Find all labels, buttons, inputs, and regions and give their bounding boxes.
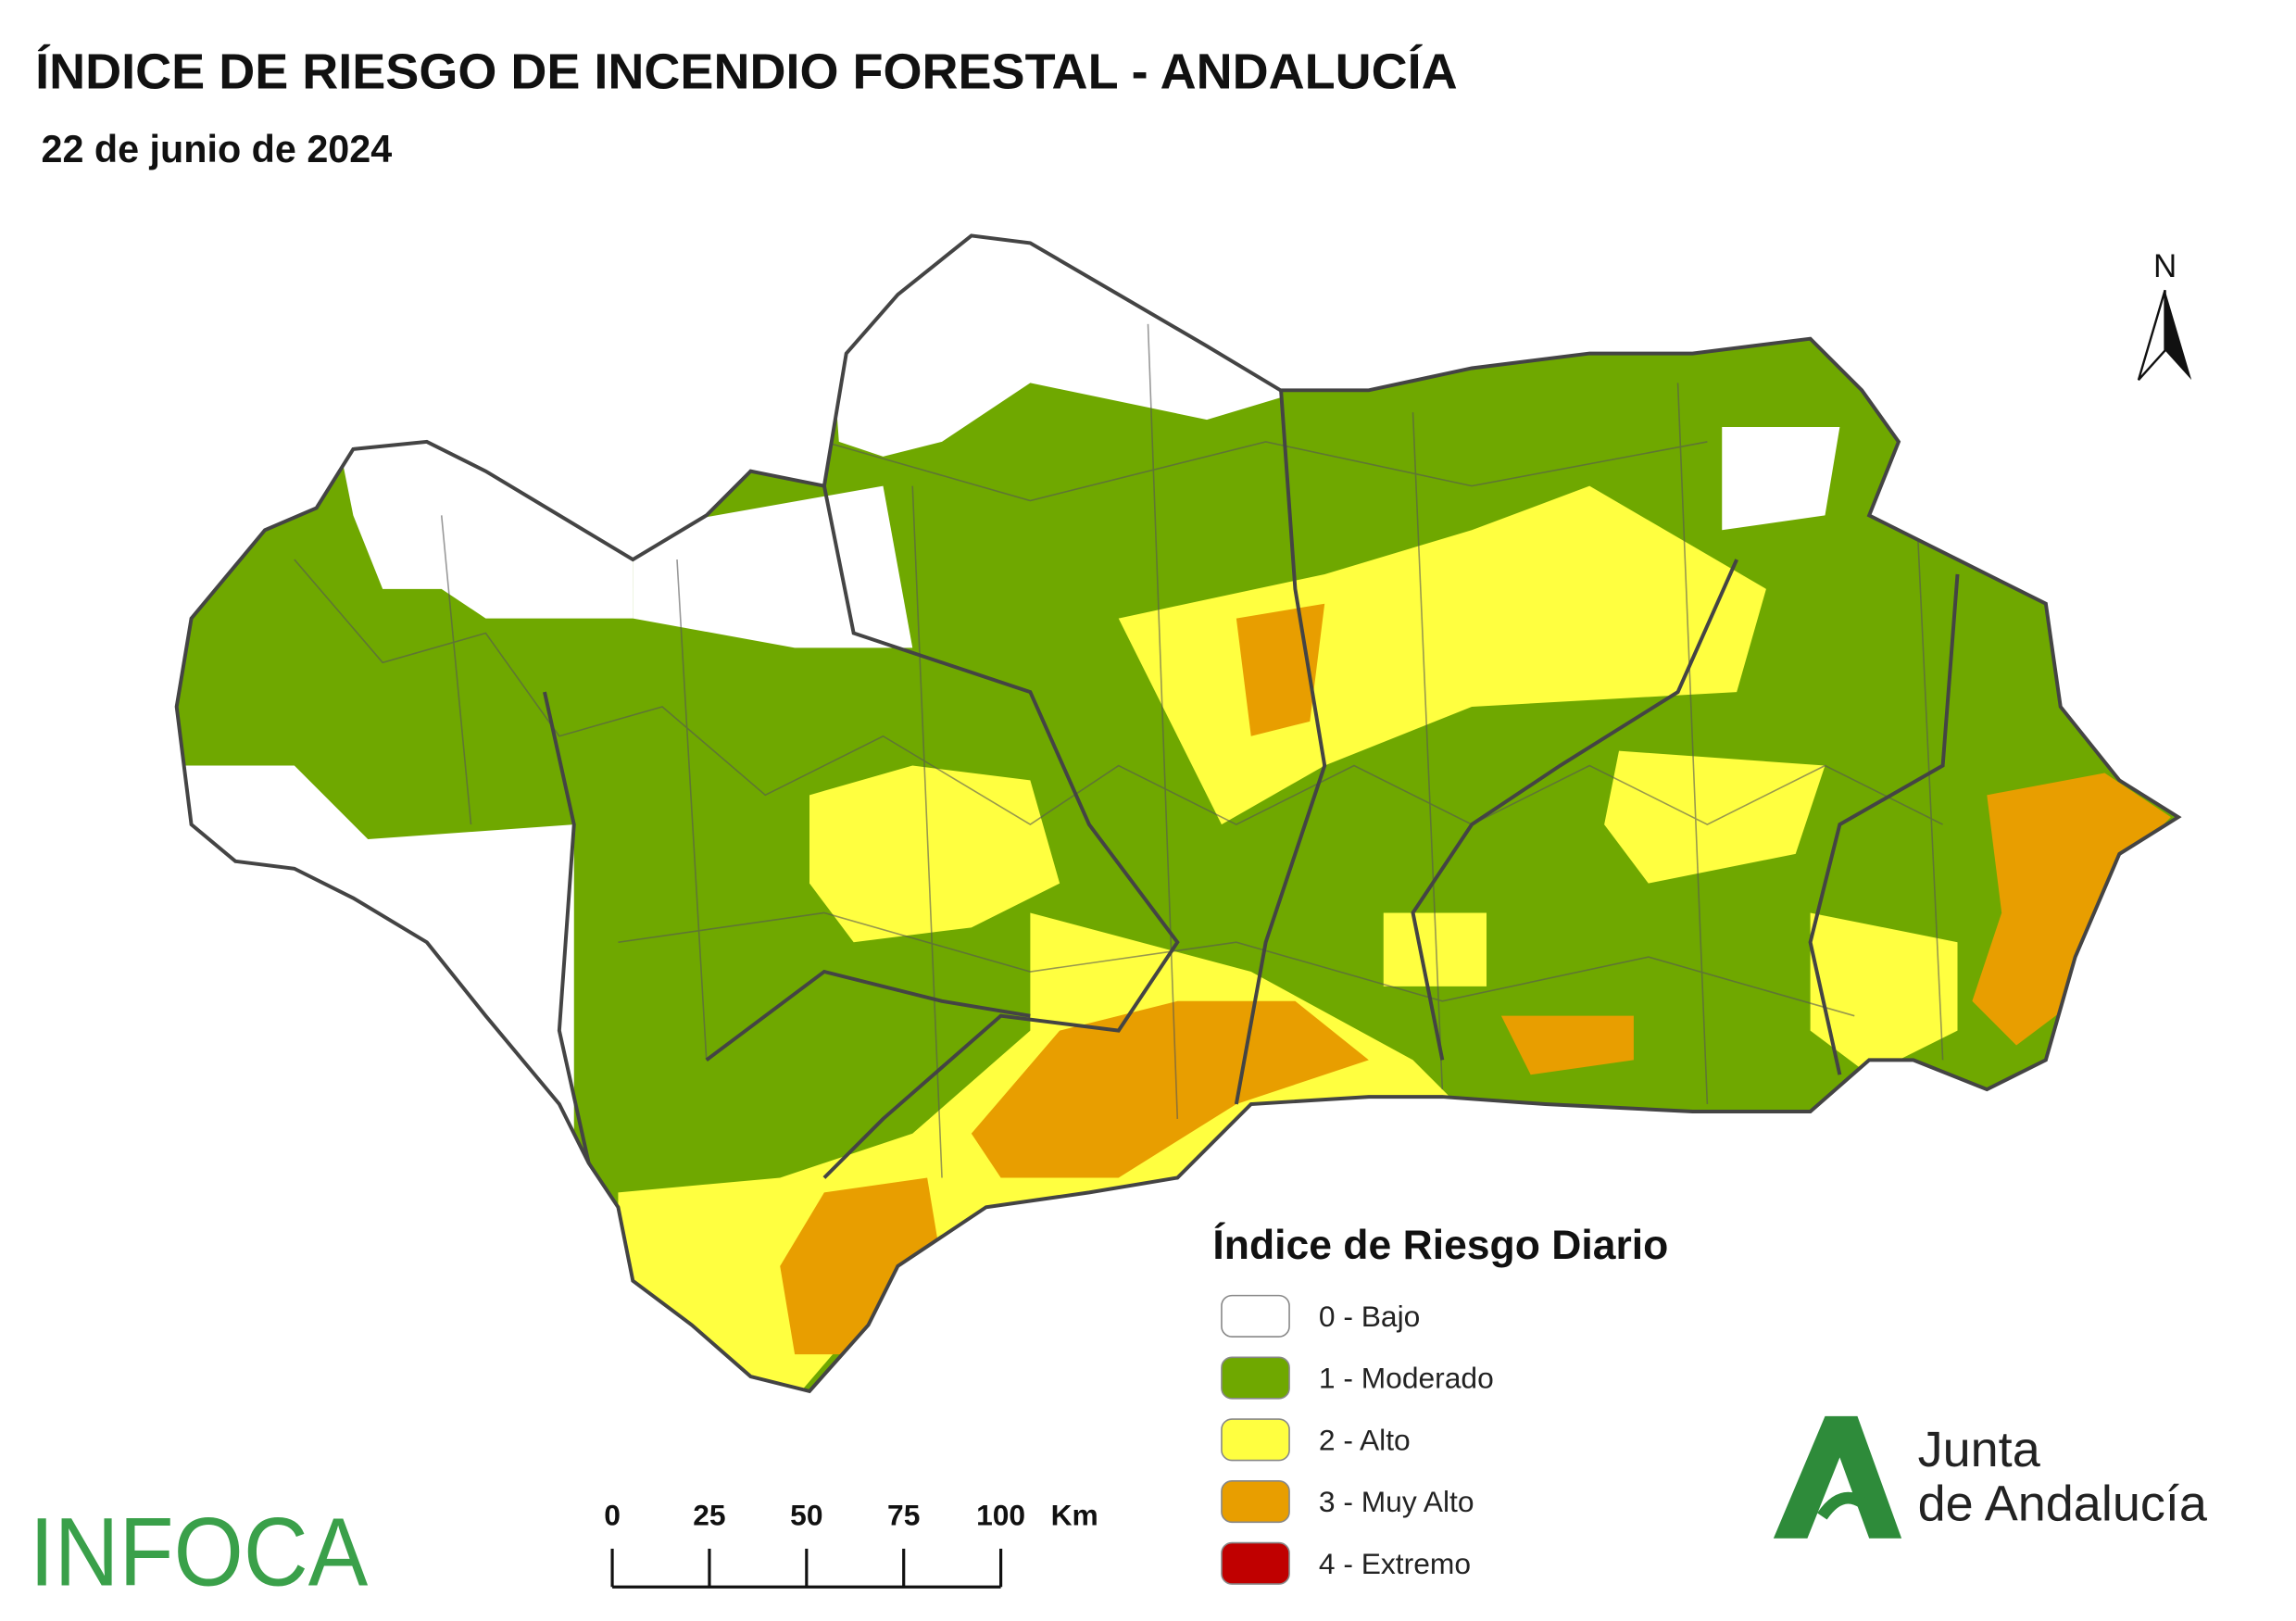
legend-label: 1 - Moderado [1319,1362,1494,1395]
legend-swatch [1221,1541,1290,1585]
north-arrow [2137,289,2166,381]
junta-logo-mark [1773,1415,1902,1539]
legend-swatch [1221,1418,1290,1462]
north-arrow [2164,290,2192,381]
north-label: N [2153,248,2177,284]
zone-high [809,765,1060,943]
scale-unit: Km [1051,1499,1098,1532]
legend-swatch [1221,1356,1290,1400]
zone-very-high [1500,1015,1634,1075]
zone-very-high [1972,773,2171,1046]
scale-tick-label: 75 [887,1499,920,1532]
zone-high [1810,912,1958,1075]
zone-high [1383,912,1487,986]
legend-label: 0 - Bajo [1319,1300,1420,1333]
subtitle: 22 de junio de 2024 [41,128,392,170]
zone-very-high [971,1000,1369,1178]
zone-high [1118,485,1766,825]
title: ÍNDICE DE RIESGO DE INCENDIO FORESTAL - … [35,44,1458,100]
infoca-logo: INFOCA [30,1499,369,1607]
junta-logo-text: de Andalucía [1918,1476,2208,1532]
scale-tick-label: 50 [790,1499,822,1532]
scale-tick-label: 100 [976,1499,1025,1532]
legend-swatch [1221,1294,1290,1338]
legend-swatch [1221,1480,1290,1524]
zone-low [633,485,913,648]
province-borders [543,383,1960,1179]
zone-high [1604,750,1826,884]
scale-tick-label: 25 [693,1499,725,1532]
municipal-borders [294,323,1944,1178]
legend-label: 2 - Alto [1319,1423,1411,1456]
scale-tick-label: 0 [604,1499,621,1532]
scale-bar: 0 25 50 75 100 Km [604,1499,1098,1589]
legend-label: 3 - Muy Alto [1319,1485,1474,1518]
risk-map [176,235,2178,1391]
junta-logo-mark [1817,1491,1882,1521]
legend-title: Índice de Riesgo Diario [1212,1222,1668,1268]
legend-label: 4 - Extremo [1319,1547,1471,1580]
legend: 0 - Bajo 1 - Moderado 2 - Alto 3 - Muy Alto… [1221,1294,1494,1585]
junta-logo-text: Junta [1918,1422,2041,1477]
region-outline [174,233,2182,1394]
zone-low [1722,427,1840,531]
